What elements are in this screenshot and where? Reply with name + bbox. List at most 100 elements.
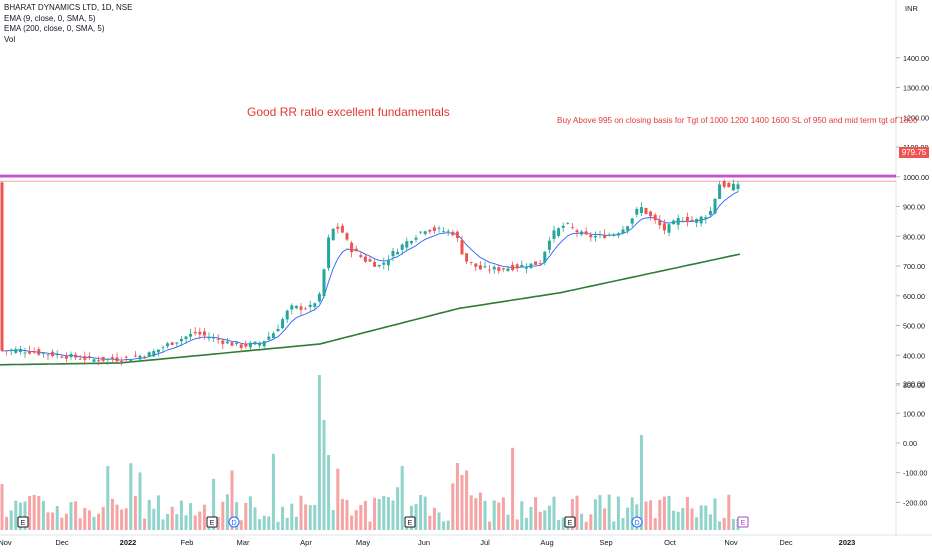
volume-bar <box>179 500 183 530</box>
legend-volume[interactable]: Vol <box>4 34 16 44</box>
event-marker-label: E <box>408 520 413 527</box>
volume-bar <box>492 500 496 530</box>
volume-bar <box>543 510 547 530</box>
volume-tick-label: -100.00 <box>903 469 927 478</box>
candle-body <box>630 218 634 224</box>
candle-body <box>147 352 151 358</box>
candle-body <box>304 308 308 310</box>
candle-body <box>639 207 643 214</box>
price-tick-label: 1200.00 <box>903 113 929 122</box>
volume-bar <box>662 496 666 530</box>
candle-body <box>129 359 133 362</box>
volume-bar <box>607 494 611 530</box>
candle-body <box>271 333 275 339</box>
price-tick-label: 1400.00 <box>903 54 929 63</box>
price-tick-label: 700.00 <box>903 262 925 271</box>
volume-bar <box>193 515 197 530</box>
candle-body <box>382 262 386 265</box>
candle-body <box>83 356 87 360</box>
candle-body <box>248 342 252 348</box>
candle-body <box>428 229 432 232</box>
candle-body <box>46 354 50 356</box>
volume-bar <box>442 521 446 530</box>
volume-bar <box>488 521 492 530</box>
volume-bar <box>644 501 648 530</box>
volume-bar <box>524 517 528 530</box>
candle-body <box>23 352 27 354</box>
candle-body <box>446 231 450 233</box>
candle-body <box>327 237 331 269</box>
candle-body <box>276 328 280 332</box>
candle-body <box>133 355 137 357</box>
legend-ema9[interactable]: EMA (9, close, 0, SMA, 5) <box>4 13 96 23</box>
volume-bar <box>501 497 505 530</box>
candle-body <box>340 225 344 233</box>
candle-body <box>262 341 266 347</box>
candle-body <box>575 230 579 233</box>
volume-bar <box>9 510 13 530</box>
legend-ema200[interactable]: EMA (200, close, 0, SMA, 5) <box>4 24 105 33</box>
volume-bar <box>156 495 160 530</box>
event-marker-label: D <box>634 520 639 527</box>
candle-body <box>368 259 372 262</box>
volume-bar <box>60 517 64 530</box>
chart-legend: BHARAT DYNAMICS LTD, 1D, NSE EMA (9, clo… <box>4 3 132 45</box>
price-tick-label: 900.00 <box>903 203 925 212</box>
volume-bar <box>317 375 321 530</box>
price-tick-label: 600.00 <box>903 292 925 301</box>
candle-body <box>115 357 119 362</box>
volume-bar <box>276 521 280 530</box>
volume-bar <box>515 519 519 530</box>
volume-bar <box>281 506 285 530</box>
volume-bar <box>294 516 298 530</box>
candle-body <box>202 331 206 336</box>
time-axis-label: Jul <box>480 538 490 547</box>
volume-bar <box>575 495 579 530</box>
volume-bar <box>580 513 584 530</box>
candle-body <box>184 336 188 340</box>
volume-bar <box>74 501 78 530</box>
price-tick-label: 1000.00 <box>903 173 929 182</box>
candle-body <box>492 266 496 270</box>
volume-bar <box>483 500 487 530</box>
candle-body <box>152 351 156 357</box>
candle-body <box>474 263 478 267</box>
candle-body <box>64 356 68 359</box>
volume-bar <box>161 519 165 530</box>
candle-body <box>644 207 648 214</box>
candle-body <box>685 216 689 223</box>
volume-bar <box>552 496 556 530</box>
candle-body <box>253 341 257 345</box>
time-axis-label: Dec <box>779 538 793 547</box>
volume-bar <box>253 507 257 530</box>
volume-bar <box>32 494 36 530</box>
volume-bar <box>419 495 423 530</box>
volume-bar <box>235 502 239 530</box>
candle-body <box>313 303 317 307</box>
volume-bar <box>506 514 510 530</box>
volume-bar <box>428 515 432 530</box>
volume-bar <box>129 463 133 530</box>
candle-body <box>561 225 565 228</box>
candle-body <box>69 353 73 358</box>
volume-bar <box>244 502 248 530</box>
price-tick-label: 400.00 <box>903 351 925 360</box>
volume-bar <box>262 515 266 530</box>
candle-body <box>704 217 708 219</box>
volume-bar <box>557 520 561 530</box>
candle-body <box>478 265 482 270</box>
ema200-line <box>0 253 741 366</box>
volume-bar <box>225 494 229 530</box>
volume-bar <box>368 521 372 530</box>
annotation-headline[interactable]: Good RR ratio excellent fundamentals <box>247 105 450 119</box>
legend-symbol[interactable]: BHARAT DYNAMICS LTD, 1D, NSE <box>4 3 133 12</box>
candle-body <box>534 261 538 265</box>
candle-body <box>442 231 446 233</box>
volume-bar <box>189 503 193 530</box>
candle-body <box>74 354 78 358</box>
candle-body <box>60 356 64 358</box>
candle-body <box>345 233 349 240</box>
annotation-target-note[interactable]: Buy Above 995 on closing basis for Tgt o… <box>557 116 918 125</box>
